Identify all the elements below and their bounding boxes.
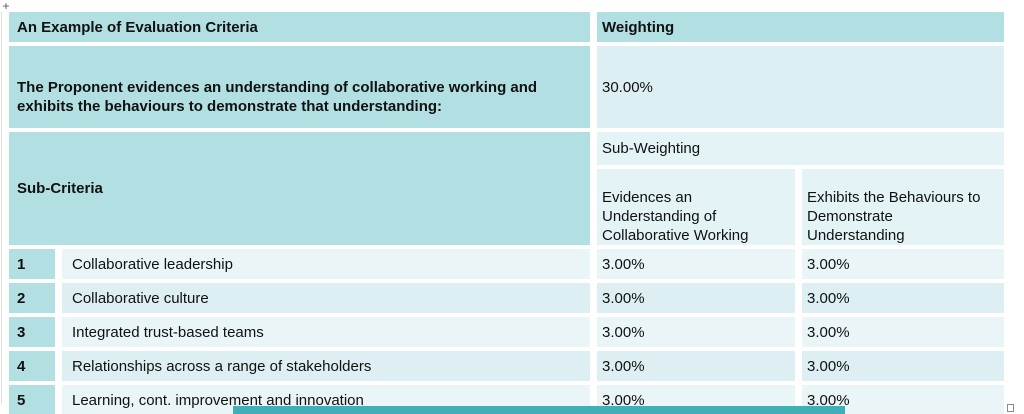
header-cell-weighting[interactable]: Weighting [597,12,1004,42]
overall-weighting-cell[interactable]: 30.00% [597,46,1004,128]
overall-criteria-cell[interactable]: The Proponent evidences an understanding… [9,46,590,128]
table-row: An Example of Evaluation Criteria Weight… [9,12,1004,42]
row-number-cell[interactable]: 5 [9,385,55,414]
table-row: 4 Relationships across a range of stakeh… [9,351,1004,381]
row-criteria-cell[interactable]: Integrated trust-based teams [62,317,590,347]
row-criteria: Relationships across a range of stakehol… [72,357,372,375]
header-weighting-label: Weighting [602,18,675,36]
row-weight2: 3.00% [807,391,850,409]
row-criteria: Collaborative leadership [72,255,233,273]
row-criteria: Integrated trust-based teams [72,323,264,341]
sub-weighting-label: Sub-Weighting [602,140,701,157]
table-row: The Proponent evidences an understanding… [9,46,1004,128]
row-number: 1 [17,255,26,273]
table-row: 2 Collaborative culture 3.00% 3.00% [9,283,1004,313]
row-weight1-cell[interactable]: 3.00% [597,317,795,347]
row-weight2-cell[interactable]: 3.00% [802,317,1004,347]
row-weight1-cell[interactable]: 3.00% [597,351,795,381]
clipped-next-row-bar [233,406,845,414]
row-weight1: 3.00% [602,323,645,341]
table-row: 5 Learning, cont. improvement and innova… [9,385,1004,414]
row-number: 5 [17,391,26,409]
table-resize-handle[interactable] [1007,404,1014,412]
row-weight1: 3.00% [602,255,645,273]
row-weight2-cell[interactable]: 3.00% [802,283,1004,313]
row-number-cell[interactable]: 4 [9,351,55,381]
table-row: Sub-Criteria Sub-Weighting [9,132,1004,245]
subheader-evidences-label: Evidences an Understanding of Collaborat… [602,189,749,244]
row-weight1: 3.00% [602,289,645,307]
row-number-cell[interactable]: 1 [9,249,55,279]
header-criteria-label: An Example of Evaluation Criteria [17,18,258,36]
overall-weighting-value: 30.00% [602,78,653,96]
row-criteria-cell[interactable]: Collaborative culture [62,283,590,313]
table-row: 3 Integrated trust-based teams 3.00% 3.0… [9,317,1004,347]
overall-criteria-text: The Proponent evidences an understanding… [17,78,538,115]
row-weight1: 3.00% [602,357,645,375]
row-weight2-cell[interactable]: 3.00% [802,351,1004,381]
row-weight2: 3.00% [807,289,850,307]
row-weight1-cell[interactable]: 3.00% [597,249,795,279]
sub-weighting-cell[interactable]: Sub-Weighting [597,132,1004,165]
row-criteria: Collaborative culture [72,289,209,307]
subheader-evidences-cell[interactable]: Evidences an Understanding of Collaborat… [597,169,795,245]
row-number-cell[interactable]: 3 [9,317,55,347]
row-weight2-cell[interactable]: 3.00% [802,249,1004,279]
sub-criteria-cell[interactable]: Sub-Criteria [9,132,590,245]
row-criteria: Learning, cont. improvement and innovati… [72,391,364,409]
row-number: 3 [17,323,26,341]
left-gridline [1,12,2,404]
row-criteria-cell[interactable]: Collaborative leadership [62,249,590,279]
header-cell-criteria[interactable]: An Example of Evaluation Criteria [9,12,590,42]
subheader-exhibits-cell[interactable]: Exhibits the Behaviours to Demonstrate U… [802,169,1004,245]
table-row: 1 Collaborative leadership 3.00% 3.00% [9,249,1004,279]
subheader-exhibits-label: Exhibits the Behaviours to Demonstrate U… [807,189,981,244]
table-move-handle-icon[interactable]: + [2,0,10,13]
row-weight1-cell[interactable]: 3.00% [597,283,795,313]
row-weight2: 3.00% [807,323,850,341]
sub-criteria-label: Sub-Criteria [17,180,103,197]
row-number: 4 [17,357,26,375]
table-row: Evidences an Understanding of Collaborat… [9,169,1004,245]
row-weight1: 3.00% [602,391,645,409]
row-criteria-cell[interactable]: Relationships across a range of stakehol… [62,351,590,381]
row-number: 2 [17,289,26,307]
row-weight2: 3.00% [807,255,850,273]
evaluation-criteria-table: An Example of Evaluation Criteria Weight… [2,8,1011,414]
row-weight2: 3.00% [807,357,850,375]
row-number-cell[interactable]: 2 [9,283,55,313]
